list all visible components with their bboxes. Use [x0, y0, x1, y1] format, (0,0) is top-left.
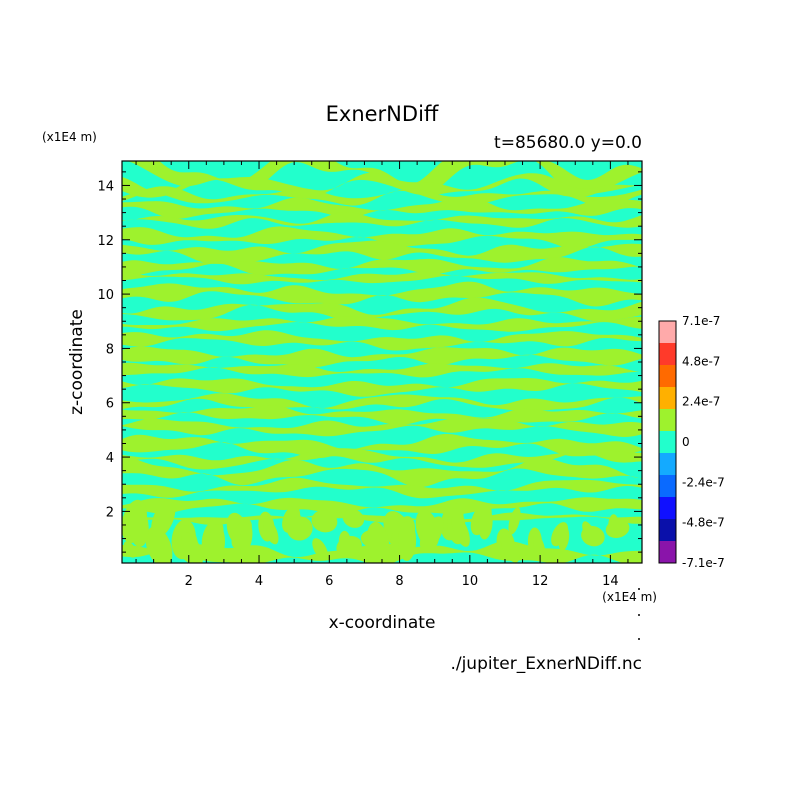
y-tick-label: 2: [106, 505, 114, 520]
positive-blob: [451, 514, 470, 547]
colorbar-frame: [658, 320, 677, 564]
y-axis: 2 4 6 8 10 12 14: [97, 171, 642, 553]
positive-blob: [342, 509, 365, 528]
x-tick-label: 12: [532, 574, 549, 589]
colorbar-swatch: [659, 497, 676, 520]
dot-mark: [638, 588, 640, 590]
colorbar-label: -7.1e-7: [682, 556, 725, 570]
colorbar-label: -2.4e-7: [682, 475, 725, 489]
colorbar-label: 4.8e-7: [682, 354, 720, 368]
positive-blob: [398, 521, 417, 561]
positive-blob: [123, 541, 137, 558]
positive-band: [122, 477, 642, 499]
colorbar-swatch: [659, 541, 676, 564]
y-tick-label: 14: [97, 179, 114, 194]
positive-band: [122, 378, 642, 397]
positive-band: [122, 212, 642, 229]
positive-band: [122, 297, 642, 322]
positive-band: [122, 281, 642, 307]
y-unit-label: (x1E4 m): [42, 130, 97, 144]
x-tick-label: 6: [325, 574, 333, 589]
colorbar: 7.1e-7 4.8e-7 2.4e-7 0 -2.4e-7 -4.8e-7 -7.1e-7: [658, 314, 725, 570]
colorbar-label: 2.4e-7: [682, 395, 720, 409]
positive-blob: [581, 525, 605, 547]
positive-blob: [151, 499, 176, 538]
positive-blob: [311, 510, 338, 533]
positive-band: [122, 271, 642, 285]
positive-blob: [336, 536, 362, 557]
y-tick-label: 6: [106, 397, 114, 412]
y-axis-label: z-coordinate: [67, 309, 87, 415]
positive-band: [122, 455, 642, 488]
positive-blob: [532, 533, 546, 559]
colorbar-swatch: [659, 431, 676, 454]
positive-band: [122, 257, 642, 277]
x-tick-label: 4: [255, 574, 263, 589]
positive-band: [122, 434, 642, 458]
x-unit-label: (x1E4 m): [602, 590, 657, 604]
positive-blob: [145, 526, 173, 563]
positive-blob: [239, 523, 253, 554]
colorbar-swatch: [659, 365, 676, 388]
positive-blob: [128, 505, 149, 548]
y-tick-label: 10: [97, 288, 114, 303]
positive-band: [122, 330, 642, 351]
colorbar-swatch: [659, 453, 676, 476]
positive-band: [122, 448, 642, 470]
colorbar-swatch: [659, 475, 676, 498]
positive-band: [122, 316, 642, 332]
positive-band: [122, 172, 642, 198]
x-tick-label: 2: [185, 574, 193, 589]
positive-blob: [262, 518, 279, 545]
plot-area: [122, 161, 642, 563]
positive-band: [122, 393, 642, 412]
positive-band: [122, 405, 642, 426]
positive-band: [122, 226, 642, 249]
colorbar-label: 0: [682, 435, 690, 449]
colorbar-label: 7.1e-7: [682, 314, 720, 328]
x-tick-label: 14: [602, 574, 619, 589]
chart-title: ExnerNDiff: [326, 102, 439, 126]
positive-blob: [209, 524, 225, 559]
positive-blob: [286, 516, 313, 541]
dot-mark: [638, 614, 640, 616]
colorbar-swatch: [659, 343, 676, 366]
positive-band: [122, 497, 642, 515]
positive-blob: [508, 507, 521, 535]
colorbar-swatch: [659, 519, 676, 542]
colorbar-label: -4.8e-7: [682, 516, 725, 530]
y-tick-label: 4: [106, 451, 114, 466]
x-axis: 2 4 6 8 10 12 14: [135, 161, 629, 589]
y-tick-label: 8: [106, 342, 114, 357]
positive-blob: [605, 519, 630, 539]
x-axis-label: x-coordinate: [329, 613, 436, 633]
x-tick-label: 10: [462, 574, 479, 589]
positive-blob: [181, 532, 204, 563]
positive-band: [122, 362, 642, 378]
positive-band: [122, 240, 642, 264]
colorbar-swatch: [659, 409, 676, 432]
positive-blob: [500, 535, 520, 563]
positive-band: [122, 418, 642, 437]
positive-band: [122, 196, 642, 219]
dot-mark: [638, 638, 640, 640]
source-file-label: ./jupiter_ExnerNDiff.nc: [450, 654, 642, 674]
chart-subtitle: t=85680.0 y=0.0: [494, 133, 642, 153]
positive-band: [122, 346, 642, 368]
positive-blob: [366, 521, 390, 563]
positive-blob: [312, 538, 328, 560]
positive-band: [122, 186, 642, 208]
positive-field-regions: [122, 161, 642, 563]
y-tick-label: 12: [97, 234, 114, 249]
x-tick-label: 8: [395, 574, 403, 589]
colorbar-swatch: [659, 387, 676, 410]
small-marks: [638, 588, 640, 640]
colorbar-swatch: [659, 321, 676, 344]
positive-blob: [419, 516, 444, 551]
positive-blob: [478, 507, 493, 540]
positive-blob: [558, 526, 570, 551]
